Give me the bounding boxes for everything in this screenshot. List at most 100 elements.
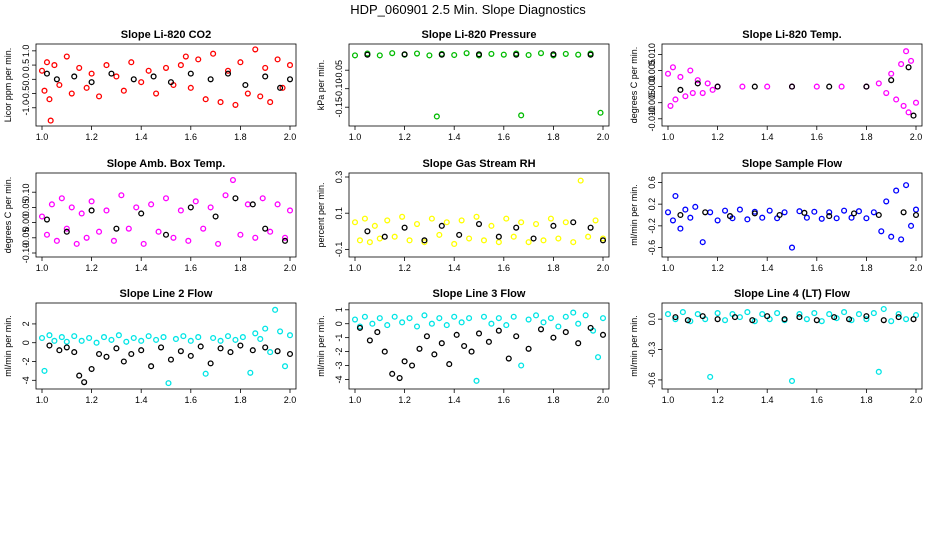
data-point (739, 83, 746, 90)
x-tick-label: 1.4 (761, 132, 774, 142)
x-tick-label: 1.4 (761, 395, 774, 405)
data-point (81, 379, 88, 386)
data-point (376, 315, 383, 322)
data-point (51, 62, 58, 69)
data-point (480, 237, 488, 244)
data-point (262, 73, 269, 80)
data-point (232, 336, 239, 343)
data-point (677, 211, 684, 219)
data-point (677, 225, 684, 232)
data-point (58, 195, 65, 202)
data-point (488, 50, 495, 57)
data-point (162, 64, 170, 71)
x-tick-label: 1.0 (36, 132, 49, 142)
y-axis-label: ml/min per min. (3, 315, 13, 377)
data-point (875, 211, 882, 219)
y-tick-label: -2 (334, 348, 344, 356)
data-point (466, 235, 473, 242)
x-tick-label: 1.6 (498, 263, 511, 273)
data-point (570, 219, 577, 226)
plot-frame (35, 43, 297, 127)
data-point (185, 237, 192, 244)
data-point (187, 352, 194, 359)
y-tick-label: 2 (21, 321, 31, 326)
data-point (863, 215, 870, 222)
data-point (488, 320, 495, 327)
x-tick-label: 1.6 (811, 395, 824, 405)
data-point (500, 51, 507, 58)
data-point (130, 334, 137, 342)
data-point (210, 50, 217, 57)
data-point (73, 240, 80, 247)
data-point (547, 215, 554, 222)
data-point (458, 319, 465, 326)
panel-3: Slope Li-820 Temp. 1.0 1.2 1.4 1.6 1.8 2.0 -0.0… (629, 29, 923, 142)
data-point (128, 350, 135, 358)
data-point (180, 333, 187, 340)
data-point (71, 73, 78, 80)
data-point (910, 316, 917, 323)
series-all-samples (38, 176, 294, 247)
panel-6: Slope Sample Flow 1.0 1.2 1.4 1.6 1.8 2.0 -0.6 -… (629, 158, 923, 273)
panel-title: Slope Li-820 Temp. (742, 29, 841, 41)
data-point (153, 90, 160, 97)
panel-title: Slope Sample Flow (742, 158, 843, 170)
data-point (113, 225, 120, 232)
data-point (128, 59, 135, 66)
data-point (286, 207, 294, 214)
data-point (594, 354, 602, 361)
data-point (525, 316, 532, 323)
data-point (138, 337, 145, 344)
data-point (714, 217, 721, 224)
data-point (431, 351, 438, 358)
data-point (751, 210, 758, 217)
series-selected (46, 342, 294, 386)
x-tick-label: 1.8 (234, 132, 247, 142)
data-point (577, 177, 584, 184)
data-point (473, 377, 480, 384)
data-point (664, 70, 672, 77)
panel-9: Slope Line 4 (LT) Flow 1.0 1.2 1.4 1.6 1.8 2.0… (629, 288, 923, 405)
data-point (224, 70, 232, 77)
plot-frame (661, 43, 923, 127)
data-point (95, 228, 103, 235)
data-point (86, 334, 93, 342)
data-point (744, 309, 751, 316)
y-tick-label: 0.010 (647, 43, 657, 66)
data-point (217, 345, 224, 352)
data-point (120, 87, 127, 94)
x-tick-label: 1.8 (547, 132, 560, 142)
data-point (376, 52, 383, 59)
data-point (699, 89, 706, 97)
data-point (532, 312, 540, 319)
y-tick-label: 0.3 (334, 171, 344, 184)
data-point (826, 209, 833, 216)
data-point (103, 62, 110, 69)
data-point (396, 374, 403, 382)
data-point (187, 337, 194, 344)
y-tick-label: 0.000 (647, 75, 657, 98)
data-point (532, 220, 540, 228)
data-point (389, 370, 396, 377)
data-point (736, 314, 743, 321)
data-point (351, 219, 359, 226)
panel-title: Slope Gas Stream RH (422, 158, 535, 170)
data-point (267, 99, 274, 106)
data-point (495, 233, 502, 240)
data-point (252, 46, 259, 53)
plot-frame (348, 43, 610, 127)
data-point (113, 73, 120, 80)
x-tick-label: 2.0 (284, 395, 297, 405)
data-point (384, 217, 391, 224)
data-point (841, 309, 848, 316)
data-point (518, 362, 525, 369)
data-point (406, 237, 413, 244)
data-point (413, 50, 421, 57)
data-point (408, 362, 416, 369)
data-point (788, 377, 796, 384)
data-point (351, 316, 359, 323)
data-point (694, 77, 701, 84)
data-point (369, 320, 376, 327)
data-point (257, 93, 264, 100)
data-point (721, 317, 729, 324)
